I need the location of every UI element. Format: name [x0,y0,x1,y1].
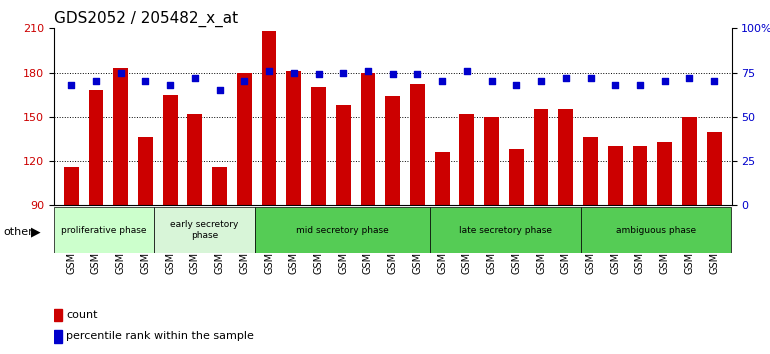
Point [139,79,152,84]
Bar [54,309,62,321]
Text: other: other [4,227,34,237]
Point [189,75,201,81]
Bar [460,114,474,205]
Bar [435,152,450,205]
Bar [336,105,350,205]
Bar [682,117,697,205]
Point [362,68,374,74]
Point [65,82,77,88]
Bar [262,31,276,205]
FancyBboxPatch shape [430,207,581,253]
Point [609,82,621,88]
Bar [633,146,648,205]
Point [511,82,523,88]
Text: percentile rank within the sample: percentile rank within the sample [66,331,254,341]
Point [115,70,127,75]
Point [708,79,721,84]
Point [584,75,597,81]
Point [288,70,300,75]
Point [485,79,497,84]
Bar [286,71,301,205]
Text: mid secretory phase: mid secretory phase [296,225,389,235]
Text: ▶: ▶ [31,225,40,238]
Point [658,79,671,84]
Point [436,79,448,84]
Point [263,68,275,74]
Point [411,72,424,77]
Bar [54,330,62,343]
Point [164,82,176,88]
Bar [707,132,721,205]
Point [535,79,547,84]
FancyBboxPatch shape [154,207,255,253]
Point [460,68,473,74]
Point [313,72,325,77]
Bar [187,114,203,205]
Bar [138,137,152,205]
Bar [89,90,103,205]
Bar [311,87,326,205]
Bar [658,142,672,205]
Bar [113,68,128,205]
Bar [534,109,548,205]
Bar [213,167,227,205]
Point [387,72,399,77]
Point [238,79,250,84]
Bar [484,117,499,205]
Bar [583,137,598,205]
Bar [64,167,79,205]
Bar [558,109,573,205]
Text: ambiguous phase: ambiguous phase [616,225,696,235]
Point [90,79,102,84]
Bar [162,95,178,205]
Point [560,75,572,81]
Point [683,75,695,81]
Text: proliferative phase: proliferative phase [62,225,147,235]
Bar [360,73,376,205]
Point [337,70,350,75]
Text: early secretory
phase: early secretory phase [170,221,239,240]
FancyBboxPatch shape [54,207,154,253]
Bar [410,84,425,205]
Text: GDS2052 / 205482_x_at: GDS2052 / 205482_x_at [54,11,238,27]
Bar [385,96,400,205]
FancyBboxPatch shape [581,207,732,253]
Text: count: count [66,310,98,320]
Point [634,82,646,88]
Bar [509,149,524,205]
Bar [237,73,252,205]
Bar [608,146,623,205]
Point [213,87,226,93]
Text: late secretory phase: late secretory phase [459,225,552,235]
FancyBboxPatch shape [255,207,430,253]
